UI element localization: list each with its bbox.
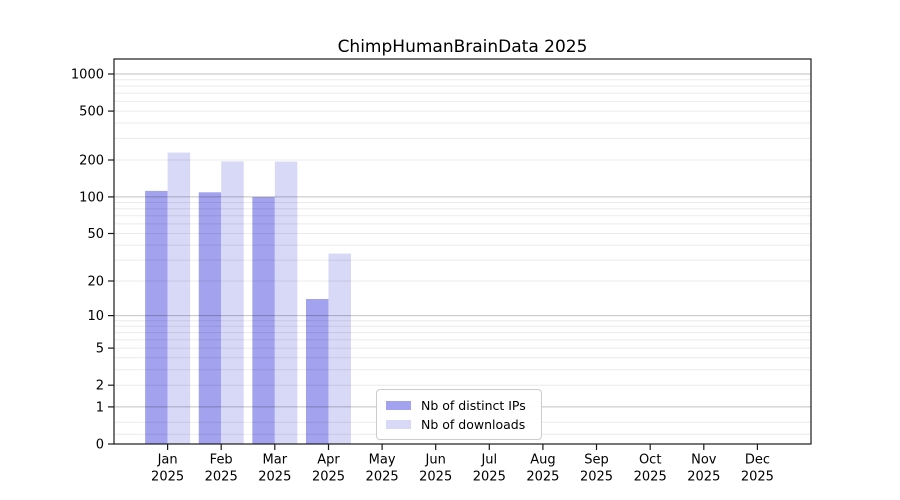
bar-feb-downloads: [221, 161, 244, 444]
x-tick-label-month: Oct: [639, 453, 661, 468]
x-tick-label-year: 2025: [526, 470, 559, 485]
x-tick-label-year: 2025: [151, 470, 184, 485]
legend: Nb of distinct IPs Nb of downloads: [376, 389, 542, 440]
y-tick-label: 10: [87, 309, 104, 324]
legend-label: Nb of downloads: [421, 417, 526, 432]
x-tick-label-year: 2025: [419, 470, 452, 485]
x-tick-label-year: 2025: [473, 470, 506, 485]
y-tick-label: 500: [79, 105, 104, 120]
x-tick-label-month: Jan: [157, 453, 178, 468]
bar-apr-downloads: [328, 253, 351, 444]
x-tick-label-year: 2025: [634, 470, 667, 485]
x-tick-label-month: Jul: [480, 453, 497, 468]
bar-apr-distinct-ips: [305, 299, 329, 444]
x-tick-label-year: 2025: [258, 470, 291, 485]
x-tick-label-month: Sep: [584, 453, 609, 468]
y-tick-label: 2: [96, 379, 104, 394]
bar-mar-distinct-ips: [252, 196, 275, 444]
x-tick-label-year: 2025: [205, 470, 238, 485]
x-tick-label-year: 2025: [741, 470, 774, 485]
legend-swatch-icon: [386, 401, 411, 410]
y-tick-label: 50: [87, 227, 104, 242]
x-tick-label-month: Nov: [691, 453, 717, 468]
y-tick-label: 5: [96, 342, 104, 357]
y-tick-label: 200: [79, 154, 104, 169]
x-tick-label-month: May: [369, 453, 396, 468]
y-tick-label: 0: [96, 438, 104, 453]
x-tick-label-month: Mar: [263, 453, 288, 468]
bar-jan-downloads: [167, 152, 191, 444]
legend-item-distinct-ips: Nb of distinct IPs: [386, 396, 532, 415]
y-tick-label: 20: [87, 275, 104, 290]
legend-label: Nb of distinct IPs: [421, 398, 526, 413]
bar-jan-distinct-ips: [145, 190, 168, 444]
x-tick-label-month: Dec: [745, 453, 770, 468]
x-tick-label-month: Aug: [530, 453, 555, 468]
axes-spine: [113, 58, 812, 445]
legend-item-downloads: Nb of downloads: [386, 415, 532, 434]
y-tick-label: 1000: [71, 68, 104, 83]
x-tick-label-year: 2025: [580, 470, 613, 485]
x-tick-label-year: 2025: [366, 470, 399, 485]
y-tick-label: 1: [96, 400, 104, 415]
x-tick-label-month: Feb: [210, 453, 233, 468]
x-tick-label-year: 2025: [687, 470, 720, 485]
chart-title: ChimpHumanBrainData 2025: [337, 37, 588, 57]
bar-mar-downloads: [274, 161, 298, 444]
y-tick-label: 100: [79, 190, 104, 205]
x-tick-label-year: 2025: [312, 470, 345, 485]
legend-swatch-icon: [386, 420, 411, 429]
x-tick-label-month: Jun: [425, 453, 446, 468]
bar-feb-distinct-ips: [198, 192, 222, 444]
x-tick-label-month: Apr: [317, 453, 340, 468]
